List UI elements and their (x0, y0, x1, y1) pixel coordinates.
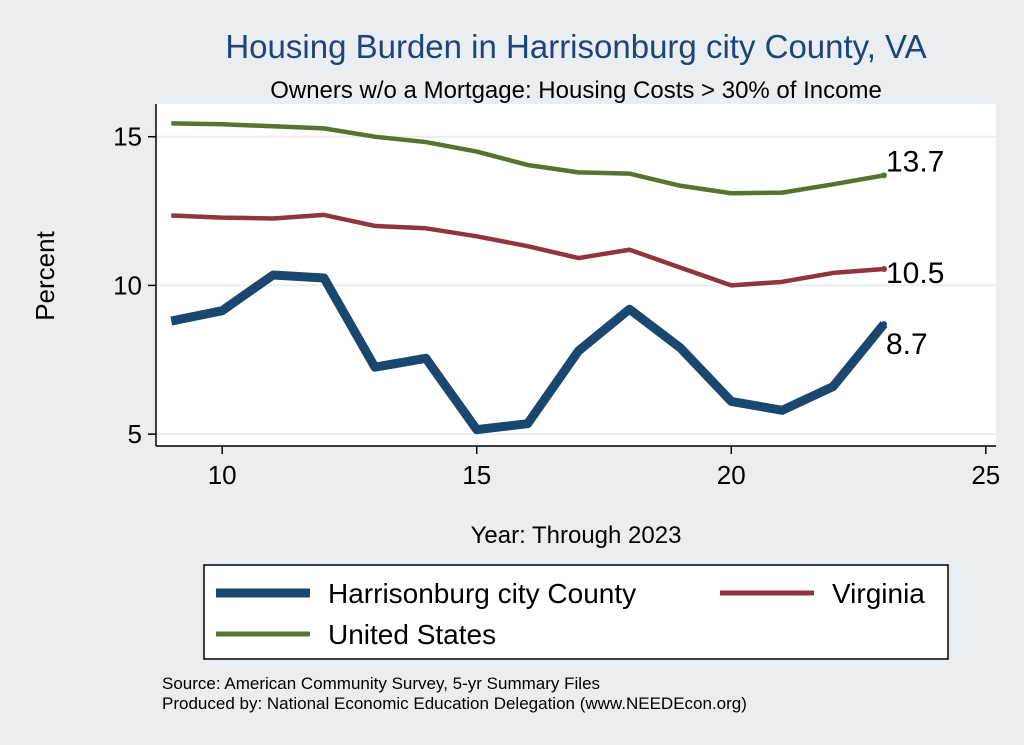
y-tick-label: 10 (113, 270, 142, 300)
end-label-2: 13.7 (886, 145, 944, 178)
y-axis: 5 10 15 (113, 104, 157, 449)
x-tick-label: 10 (208, 460, 237, 490)
x-tick-label: 20 (717, 460, 746, 490)
legend-label-0: Harrisonburg city County (328, 578, 636, 609)
x-tick-label: 15 (462, 460, 491, 490)
source-note: Source: American Community Survey, 5-yr … (162, 674, 600, 693)
x-tick-label: 25 (971, 460, 1000, 490)
end-label-0: 8.7 (886, 328, 928, 361)
end-label-1: 10.5 (886, 257, 944, 290)
legend-label-2: United States (328, 619, 496, 650)
series-line-1 (171, 212, 885, 288)
producer-note: Produced by: National Economic Education… (162, 694, 747, 713)
legend-box (203, 564, 949, 660)
series-lines (170, 121, 888, 435)
grid-lines (156, 135, 996, 436)
series-endpoint-0 (881, 321, 887, 328)
x-axis-label: Year: Through 2023 (471, 522, 682, 549)
y-tick-label: 5 (128, 419, 142, 449)
chart-title: Housing Burden in Harrisonburg city Coun… (225, 28, 926, 65)
series-endpoint-2 (881, 172, 887, 179)
end-labels: 8.7 10.5 13.7 (886, 145, 944, 361)
series-line-2 (171, 121, 885, 196)
legend-items: Harrisonburg city County Virginia United S… (216, 578, 925, 650)
series-line-0 (170, 270, 888, 435)
y-axis-label: Percent (30, 230, 60, 320)
legend: Harrisonburg city County Virginia United S… (203, 564, 949, 660)
x-axis: 10 15 20 25 (156, 445, 1000, 490)
chart-subtitle: Owners w/o a Mortgage: Housing Costs > 3… (270, 77, 882, 104)
y-tick-label: 15 (113, 122, 142, 152)
legend-label-1: Virginia (832, 578, 925, 609)
series-endpoint-1 (881, 266, 887, 273)
